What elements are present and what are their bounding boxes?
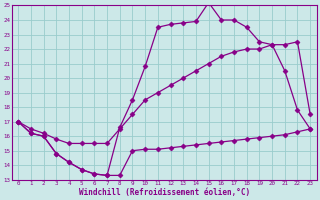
X-axis label: Windchill (Refroidissement éolien,°C): Windchill (Refroidissement éolien,°C) bbox=[79, 188, 250, 197]
